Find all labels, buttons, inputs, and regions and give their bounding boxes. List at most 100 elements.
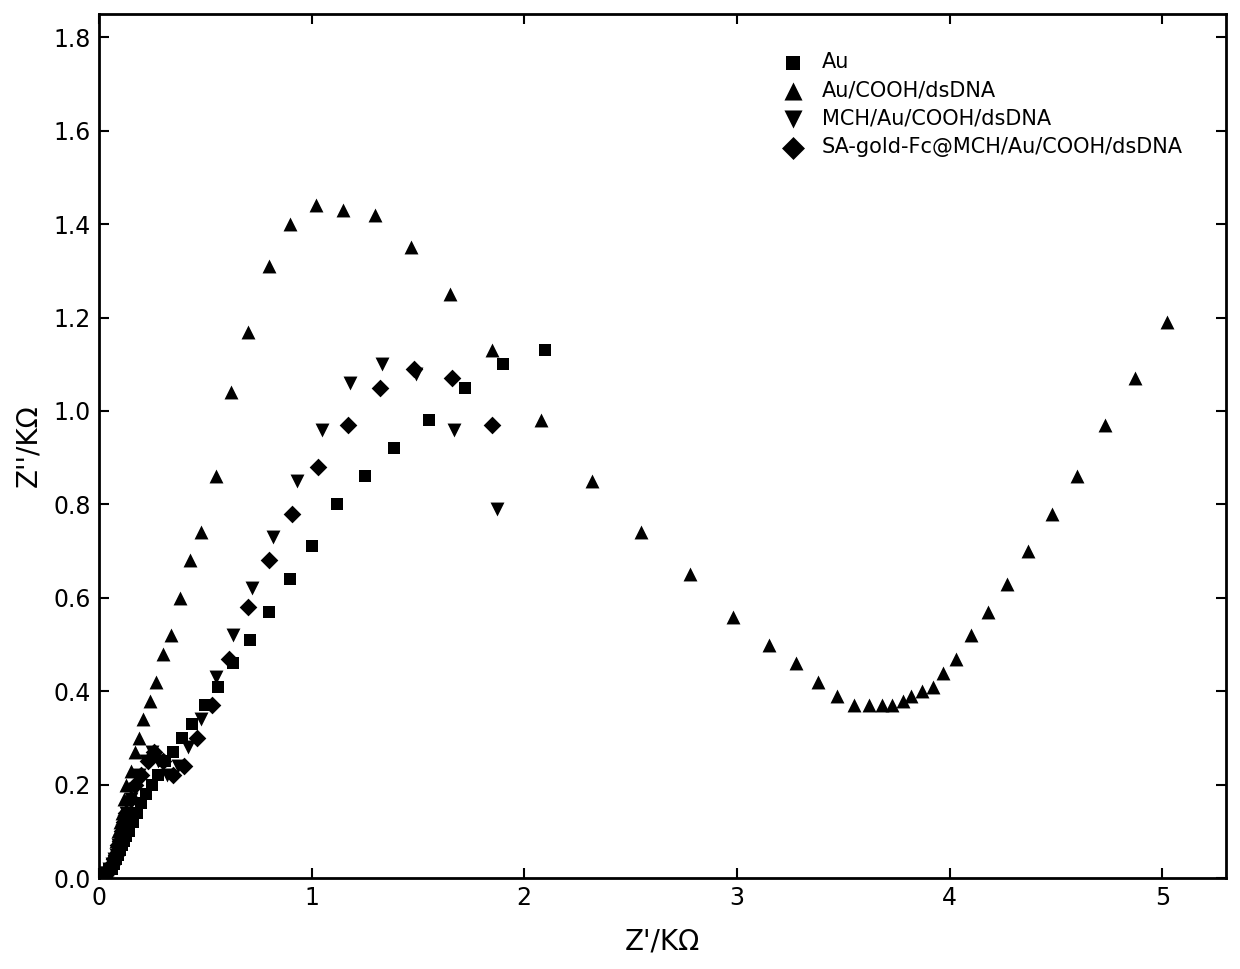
MCH/Au/COOH/dsDNA xyxy=(223,628,243,643)
Au xyxy=(239,632,259,647)
Au xyxy=(95,865,115,881)
Au xyxy=(110,842,130,858)
Au/COOH/dsDNA xyxy=(191,524,211,540)
SA-gold-Fc@MCH/Au/COOH/dsDNA xyxy=(153,754,172,769)
Au xyxy=(114,833,134,849)
Au/COOH/dsDNA xyxy=(140,693,160,708)
Au/COOH/dsDNA xyxy=(681,567,701,582)
Au xyxy=(195,698,215,713)
MCH/Au/COOH/dsDNA xyxy=(125,782,145,797)
SA-gold-Fc@MCH/Au/COOH/dsDNA xyxy=(144,744,164,760)
Au xyxy=(223,655,243,671)
Au/COOH/dsDNA xyxy=(95,865,115,881)
Au/COOH/dsDNA xyxy=(98,861,118,877)
SA-gold-Fc@MCH/Au/COOH/dsDNA xyxy=(125,777,145,793)
Au xyxy=(301,539,321,554)
SA-gold-Fc@MCH/Au/COOH/dsDNA xyxy=(337,418,357,433)
Au/COOH/dsDNA xyxy=(221,385,241,400)
Au xyxy=(99,861,119,877)
SA-gold-Fc@MCH/Au/COOH/dsDNA xyxy=(131,767,151,783)
Au xyxy=(536,342,556,358)
Au/COOH/dsDNA xyxy=(440,287,460,302)
SA-gold-Fc@MCH/Au/COOH/dsDNA xyxy=(110,833,130,849)
Au/COOH/dsDNA xyxy=(306,198,326,213)
SA-gold-Fc@MCH/Au/COOH/dsDNA xyxy=(164,767,184,783)
SA-gold-Fc@MCH/Au/COOH/dsDNA xyxy=(108,837,128,853)
MCH/Au/COOH/dsDNA xyxy=(129,767,149,783)
Au xyxy=(104,857,124,872)
MCH/Au/COOH/dsDNA xyxy=(405,366,425,382)
SA-gold-Fc@MCH/Au/COOH/dsDNA xyxy=(117,805,136,821)
Au xyxy=(384,441,404,456)
Au xyxy=(113,837,133,853)
MCH/Au/COOH/dsDNA xyxy=(179,739,198,755)
MCH/Au/COOH/dsDNA xyxy=(117,805,136,821)
MCH/Au/COOH/dsDNA xyxy=(157,767,177,783)
SA-gold-Fc@MCH/Au/COOH/dsDNA xyxy=(114,814,134,829)
Au/COOH/dsDNA xyxy=(114,791,134,806)
X-axis label: Z'/KΩ: Z'/KΩ xyxy=(625,927,701,955)
Au xyxy=(280,572,300,587)
SA-gold-Fc@MCH/Au/COOH/dsDNA xyxy=(370,380,389,395)
Au/COOH/dsDNA xyxy=(110,814,130,829)
Au/COOH/dsDNA xyxy=(117,777,136,793)
Au/COOH/dsDNA xyxy=(102,852,122,867)
Au xyxy=(105,852,125,867)
Au/COOH/dsDNA xyxy=(1095,418,1115,433)
Au xyxy=(102,861,122,877)
Au/COOH/dsDNA xyxy=(104,842,124,858)
Au/COOH/dsDNA xyxy=(161,628,181,643)
SA-gold-Fc@MCH/Au/COOH/dsDNA xyxy=(259,552,279,568)
Au/COOH/dsDNA xyxy=(108,824,128,839)
Au/COOH/dsDNA xyxy=(901,688,921,703)
MCH/Au/COOH/dsDNA xyxy=(143,744,162,760)
Legend: Au, Au/COOH/dsDNA, MCH/Au/COOH/dsDNA, SA-gold-Fc@MCH/Au/COOH/dsDNA: Au, Au/COOH/dsDNA, MCH/Au/COOH/dsDNA, SA… xyxy=(761,42,1193,168)
Au/COOH/dsDNA xyxy=(997,576,1017,591)
SA-gold-Fc@MCH/Au/COOH/dsDNA xyxy=(441,370,461,386)
SA-gold-Fc@MCH/Au/COOH/dsDNA xyxy=(174,759,193,774)
Au/COOH/dsDNA xyxy=(923,679,942,695)
Au/COOH/dsDNA xyxy=(631,524,651,540)
Au xyxy=(494,357,513,372)
Au xyxy=(259,604,279,619)
MCH/Au/COOH/dsDNA xyxy=(104,852,124,867)
MCH/Au/COOH/dsDNA xyxy=(191,711,211,727)
Au/COOH/dsDNA xyxy=(238,324,258,339)
MCH/Au/COOH/dsDNA xyxy=(286,473,306,488)
Au/COOH/dsDNA xyxy=(105,833,125,849)
MCH/Au/COOH/dsDNA xyxy=(108,837,128,853)
MCH/Au/COOH/dsDNA xyxy=(263,529,283,545)
Au/COOH/dsDNA xyxy=(1125,370,1145,386)
Au/COOH/dsDNA xyxy=(170,590,190,606)
Au/COOH/dsDNA xyxy=(946,651,966,667)
MCH/Au/COOH/dsDNA xyxy=(167,759,187,774)
Au/COOH/dsDNA xyxy=(206,469,226,484)
SA-gold-Fc@MCH/Au/COOH/dsDNA xyxy=(238,600,258,615)
Au/COOH/dsDNA xyxy=(961,628,981,643)
Au/COOH/dsDNA xyxy=(872,698,892,713)
MCH/Au/COOH/dsDNA xyxy=(99,861,119,877)
Au/COOH/dsDNA xyxy=(786,655,806,671)
Au/COOH/dsDNA xyxy=(978,604,998,619)
SA-gold-Fc@MCH/Au/COOH/dsDNA xyxy=(187,731,207,746)
Au/COOH/dsDNA xyxy=(913,683,932,699)
Au xyxy=(135,786,155,801)
SA-gold-Fc@MCH/Au/COOH/dsDNA xyxy=(202,698,222,713)
Au/COOH/dsDNA xyxy=(402,239,422,255)
Au xyxy=(164,744,184,760)
Au/COOH/dsDNA xyxy=(99,857,119,872)
SA-gold-Fc@MCH/Au/COOH/dsDNA xyxy=(138,754,157,769)
SA-gold-Fc@MCH/Au/COOH/dsDNA xyxy=(482,418,502,433)
Au/COOH/dsDNA xyxy=(113,805,133,821)
Au xyxy=(455,380,475,395)
Au xyxy=(419,413,439,428)
MCH/Au/COOH/dsDNA xyxy=(372,357,392,372)
SA-gold-Fc@MCH/Au/COOH/dsDNA xyxy=(98,865,118,881)
Au/COOH/dsDNA xyxy=(153,646,172,662)
MCH/Au/COOH/dsDNA xyxy=(102,857,122,872)
Au/COOH/dsDNA xyxy=(583,473,603,488)
Au/COOH/dsDNA xyxy=(259,259,279,274)
Au xyxy=(119,824,139,839)
Au xyxy=(98,865,118,881)
Y-axis label: Z''/KΩ: Z''/KΩ xyxy=(14,405,42,487)
